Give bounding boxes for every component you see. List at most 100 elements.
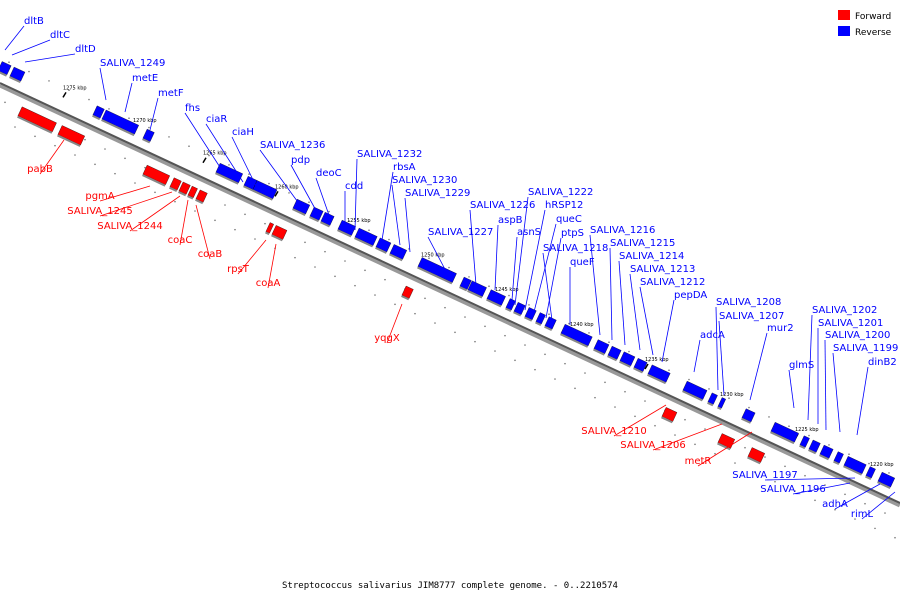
svg-text:SALIVA_1227: SALIVA_1227 (428, 227, 493, 238)
svg-text:SALIVA_1200: SALIVA_1200 (825, 330, 890, 341)
guide-dot (194, 210, 196, 212)
forward-gene (17, 106, 57, 134)
guide-dot (774, 480, 776, 483)
tick-label: 1240 kbp (570, 322, 594, 328)
forward-gene (265, 222, 274, 236)
svg-text:fhs: fhs (185, 103, 200, 114)
forward-gene (717, 433, 736, 451)
tick-label: 1230 kbp (720, 392, 744, 398)
legend-forward-swatch (838, 10, 850, 20)
guide-dot (414, 312, 416, 315)
guide-dot (794, 490, 796, 492)
reverse-gene (833, 451, 844, 466)
gene-label: SALIVA_1201 (817, 318, 883, 424)
guide-dot (344, 260, 346, 262)
reverse-gene (9, 66, 26, 84)
guide-dot (854, 518, 856, 520)
guide-dot (888, 472, 890, 474)
svg-text:SALIVA_1249: SALIVA_1249 (100, 58, 165, 69)
guide-dot (548, 313, 550, 316)
guide-dot (764, 456, 766, 458)
gene-label: dltC (11, 30, 70, 56)
guide-dot (784, 465, 786, 468)
legend: Forward Reverse (838, 10, 892, 38)
guide-dot (714, 452, 716, 455)
guide-dot (314, 266, 316, 268)
tick-label: 1235 kbp (645, 357, 669, 363)
guide-dot (734, 462, 736, 464)
svg-text:coaA: coaA (256, 278, 281, 289)
reverse-gene (682, 380, 708, 402)
reverse-gene (320, 212, 335, 228)
tick-mark (644, 363, 649, 370)
backbone-line (0, 82, 900, 504)
reverse-gene (717, 397, 726, 411)
gene-label: SALIVA_1227 (427, 227, 493, 276)
gene-label: SALIVA_1236 (259, 140, 325, 206)
guide-dot (88, 98, 90, 101)
guide-dot (394, 303, 396, 306)
gene-label: asnS (511, 227, 541, 301)
reverse-gene (513, 302, 526, 317)
guide-dot (554, 378, 556, 380)
tick-label: 1275 kbp (63, 85, 87, 91)
guide-dot (574, 387, 576, 390)
guide-dot (114, 172, 116, 175)
gene-label: SALIVA_1244 (97, 195, 181, 232)
svg-text:pepDA: pepDA (674, 290, 707, 301)
guide-dot (268, 182, 270, 185)
reverse-gene (292, 198, 311, 216)
svg-text:rbsA: rbsA (393, 162, 416, 173)
reverse-gene (707, 392, 718, 407)
guide-dot (704, 428, 706, 430)
reverse-gene (619, 351, 636, 368)
svg-text:adcA: adcA (700, 330, 725, 341)
guide-dot (388, 238, 390, 241)
guide-dot (814, 499, 816, 502)
gene-label: ciaH (231, 127, 259, 191)
guide-dot (124, 157, 126, 160)
gene-label: aspB (494, 215, 523, 291)
gene-label: coaA (256, 243, 281, 289)
guide-dot (304, 241, 306, 244)
svg-text:SALIVA_1213: SALIVA_1213 (630, 264, 695, 275)
gene-label: SALIVA_1212 (639, 277, 705, 356)
gene-label: SALIVA_1218 (542, 243, 608, 321)
reverse-gene (535, 312, 546, 326)
svg-text:dltB: dltB (24, 16, 44, 27)
gene-label: coaC (168, 199, 192, 246)
guide-dot (894, 536, 896, 539)
guide-dot (868, 462, 870, 465)
reverse-gene (337, 219, 356, 238)
guide-dot (134, 182, 136, 184)
svg-text:glmS: glmS (789, 360, 814, 371)
reverse-gene (819, 444, 834, 461)
gene-label: pdp (290, 155, 319, 215)
guide-dot (564, 362, 566, 365)
reverse-gene (770, 422, 799, 445)
svg-text:cdd: cdd (345, 181, 363, 192)
gene-label: glmS (788, 360, 814, 409)
guide-dot (594, 396, 596, 399)
reverse-gene (633, 358, 648, 374)
guide-dot (804, 474, 806, 477)
forward-gene (661, 407, 678, 424)
guide-dot (428, 257, 430, 260)
gene-label: SALIVA_1200 (824, 330, 890, 431)
svg-text:adhA: adhA (822, 499, 848, 510)
svg-text:rpsT: rpsT (227, 264, 250, 275)
svg-text:mur2: mur2 (767, 323, 794, 334)
legend-reverse-swatch (838, 26, 850, 36)
guide-dot (844, 493, 846, 496)
guide-dot (8, 61, 10, 64)
gene-label: rpsT (227, 239, 267, 275)
reverse-gene (808, 439, 821, 455)
reverse-gene (417, 257, 457, 285)
guide-dot (424, 297, 426, 300)
svg-text:pgmA: pgmA (85, 191, 114, 202)
forward-gene (401, 285, 414, 301)
guide-dot (808, 434, 810, 437)
gene-label: fhs (184, 103, 226, 176)
gene-label: SALIVA_1229 (404, 188, 470, 253)
